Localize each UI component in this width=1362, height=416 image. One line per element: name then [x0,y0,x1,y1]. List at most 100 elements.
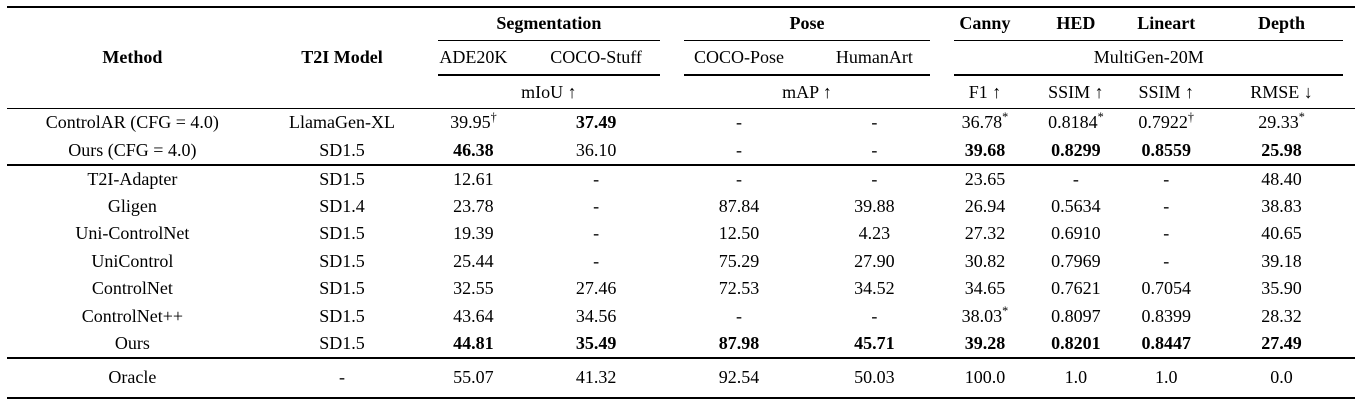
header-bottom-rule [7,107,1355,110]
pose-cmidrule [683,74,931,76]
lineart-column-header: Lineart [1137,13,1196,33]
value-cell: 0.0 [1270,366,1293,387]
miou-metric-header: mIoU ↑ [521,81,577,102]
rmse-metric-header: RMSE ↓ [1250,81,1313,102]
t2i-model-cell: SD1.5 [319,223,365,244]
value-cell: 36.78* [942,109,1027,136]
value-text: 36.78 [961,112,1003,133]
value-cell: 0.8447 [1124,330,1208,357]
value-text: 46.38 [453,139,494,160]
method-cell: UniControl [91,250,174,271]
value-text: 39.95 [450,112,491,133]
value-text: 0.8559 [1141,139,1191,160]
value-cell: 36.10 [575,139,617,160]
table-row: Ours (CFG = 4.0) SD1.5 46.38 36.10 - - 39.68 0.… [7,137,1355,164]
value-cell: 38.83 [1261,196,1302,217]
value-cell: - [735,139,742,160]
value-cell: 0.7621 [1051,278,1101,299]
value-cell: 48.40 [1261,168,1302,189]
value-cell: - [871,168,878,189]
humanart-header: HumanArt [835,47,913,68]
ssim-hed-metric-header: SSIM ↑ [1048,81,1104,102]
value-cell: 26.94 [964,196,1006,217]
value-cell: 34.65 [964,278,1006,299]
dataset-header-row: ADE20K COCO-Stuff COCO-Pose HumanArt Mul… [7,42,1355,73]
value-cell: 30.82 [964,250,1006,271]
t2i-model-cell: SD1.5 [319,278,365,299]
value-cell: - [1163,168,1170,189]
multigen-cmidrule [954,74,1343,76]
segmentation-cmidrule [438,74,660,76]
results-comparison-table: Method T2I Model Segmentation Pose Canny… [7,6,1355,399]
method-cell: Oracle [108,366,157,387]
superscript-marker: † [1187,110,1195,125]
value-text: 27.49 [1261,332,1302,353]
t2i-model-cell: SD1.5 [319,168,365,189]
value-cell: 27.49 [1208,330,1355,357]
group-separator-row [7,357,1355,359]
value-cell: 0.6910 [1051,223,1101,244]
value-text: 39.68 [964,139,1006,160]
t2i-model-cell: SD1.4 [319,196,365,217]
value-cell: 39.28 [942,330,1027,357]
table-row: ControlNet SD1.5 32.55 27.46 72.53 34.52 34.65… [7,275,1355,302]
value-text: 0.8184 [1048,112,1098,133]
table-row: Uni-ControlNet SD1.5 19.39 - 12.50 4.23 27.32 0… [7,220,1355,247]
superscript-marker: * [1002,110,1009,125]
value-cell: 0.8399 [1141,305,1191,326]
method-cell: ControlNet++ [81,305,183,326]
value-cell: - [1163,196,1170,217]
value-cell: 40.65 [1261,223,1302,244]
value-cell: 19.39 [453,223,494,244]
table-row: UniControl SD1.5 25.44 - 75.29 27.90 30.82 0.79… [7,248,1355,275]
value-text: 0.7922 [1138,112,1188,133]
value-text: 35.49 [575,332,617,353]
pose-cmidrule [683,40,931,42]
value-text: 37.49 [575,112,617,133]
value-cell: 35.90 [1261,278,1302,299]
value-cell: 87.84 [718,196,760,217]
value-cell: 27.90 [854,250,895,271]
t2i-model-column-header: T2I Model [301,47,383,68]
depth-column-header: Depth [1258,13,1306,33]
superscript-marker: † [490,110,497,125]
value-cell: 28.32 [1261,305,1302,326]
results-table: Method T2I Model Segmentation Pose Canny… [7,8,1355,397]
value-cell: 12.50 [718,223,760,244]
coco-pose-header: COCO-Pose [693,47,784,68]
t2i-model-cell: SD1.5 [319,332,365,353]
table-row: ControlNet++ SD1.5 43.64 34.56 - - 38.03* 0.809… [7,302,1355,329]
value-text: 44.81 [453,332,494,353]
t2i-model-cell: SD1.5 [319,305,365,326]
value-cell: 38.03* [942,302,1027,329]
ssim-lineart-metric-header: SSIM ↑ [1138,81,1194,102]
value-cell: 27.32 [964,223,1006,244]
value-cell: 0.7969 [1051,250,1101,271]
value-cell: - [735,168,742,189]
value-cell: 92.54 [718,366,760,387]
f1-metric-header: F1 ↑ [968,81,1002,102]
value-cell: 0.8559 [1124,137,1208,164]
value-text: 38.03 [961,305,1003,326]
canny-column-header: Canny [959,13,1011,33]
value-cell: 0.7922† [1124,109,1208,136]
group-header-row: Method T2I Model Segmentation Pose Canny… [7,8,1355,67]
hed-column-header: HED [1056,13,1096,33]
multigen-20m-header: MultiGen-20M [1093,47,1204,68]
method-cell: ControlNet [91,278,173,299]
segmentation-cmidrule [438,40,660,42]
value-cell: - [1163,250,1170,271]
value-text: 39.28 [964,332,1006,353]
pose-group-header: Pose [789,13,825,33]
value-cell: - [593,196,600,217]
value-cell: 4.23 [858,223,891,244]
value-cell: 0.8299 [1027,137,1124,164]
value-cell: 0.8097 [1051,305,1101,326]
value-cell: 44.81 [426,330,520,357]
table-row: T2I-Adapter SD1.5 12.61 - - - 23.65 - - 48.40 [7,166,1355,193]
t2i-model-cell: - [338,366,345,387]
value-cell: - [871,305,878,326]
value-cell: 35.49 [521,330,672,357]
value-text: 0.8299 [1051,139,1101,160]
value-cell: - [735,305,742,326]
